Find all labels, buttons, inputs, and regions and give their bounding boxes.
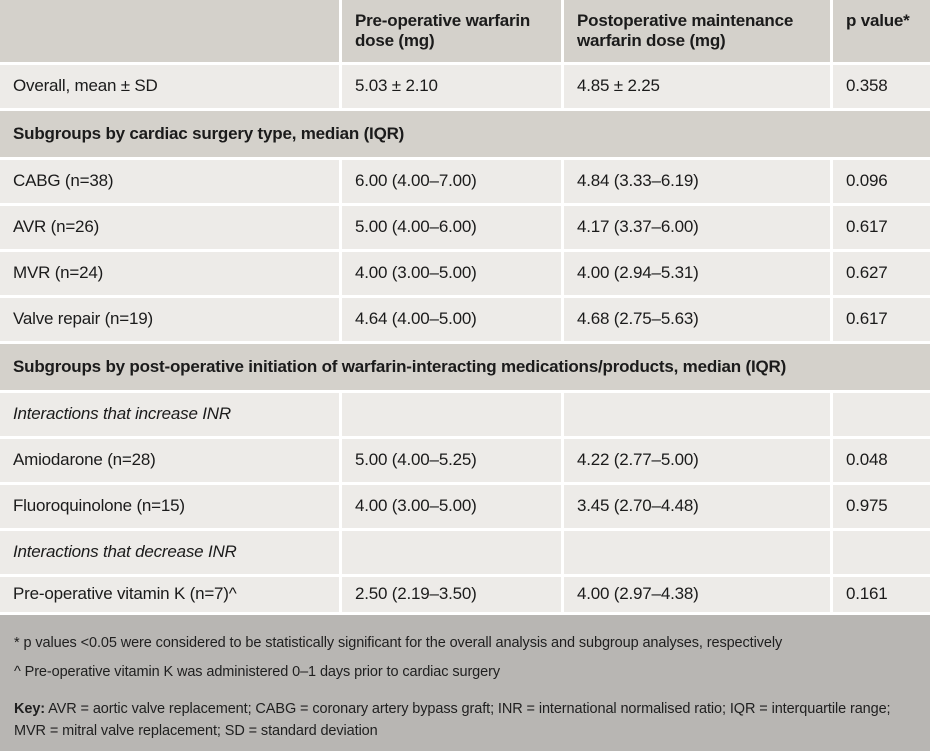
postop-dose-value bbox=[564, 531, 830, 574]
p-value: 0.358 bbox=[833, 65, 930, 108]
section-header-row: Subgroups by post-operative initiation o… bbox=[0, 344, 930, 390]
column-header-preop-dose: Pre-operative warfarin dose (mg) bbox=[342, 0, 561, 62]
p-value: 0.627 bbox=[833, 252, 930, 295]
table-row: CABG (n=38) 6.00 (4.00–7.00) 4.84 (3.33–6.… bbox=[0, 160, 930, 203]
section-header-row: Subgroups by cardiac surgery type, media… bbox=[0, 111, 930, 157]
preop-dose-value: 6.00 (4.00–7.00) bbox=[342, 160, 561, 203]
postop-dose-value: 4.85 ± 2.25 bbox=[564, 65, 830, 108]
table-row: Overall, mean ± SD 5.03 ± 2.10 4.85 ± 2.25… bbox=[0, 65, 930, 108]
p-value: 0.048 bbox=[833, 439, 930, 482]
preop-dose-value: 4.00 (3.00–5.00) bbox=[342, 485, 561, 528]
preop-dose-value bbox=[342, 393, 561, 436]
table-row: Fluoroquinolone (n=15) 4.00 (3.00–5.00) 3.… bbox=[0, 485, 930, 528]
p-value: 0.975 bbox=[833, 485, 930, 528]
preop-dose-value: 5.03 ± 2.10 bbox=[342, 65, 561, 108]
row-label: Amiodarone (n=28) bbox=[0, 439, 339, 482]
row-label: Fluoroquinolone (n=15) bbox=[0, 485, 339, 528]
footnote-vitamin-k: ^ Pre-operative vitamin K was administer… bbox=[14, 663, 500, 680]
p-value: 0.617 bbox=[833, 206, 930, 249]
postop-dose-value: 4.84 (3.33–6.19) bbox=[564, 160, 830, 203]
footnotes: * p values <0.05 were considered to be s… bbox=[0, 615, 930, 751]
row-label: AVR (n=26) bbox=[0, 206, 339, 249]
postop-dose-value: 3.45 (2.70–4.48) bbox=[564, 485, 830, 528]
column-header-p-value: p value* bbox=[833, 0, 930, 62]
table-row: Pre-operative vitamin K (n=7)^ 2.50 (2.19… bbox=[0, 577, 930, 612]
p-value: 0.617 bbox=[833, 298, 930, 341]
row-label: MVR (n=24) bbox=[0, 252, 339, 295]
row-label: Interactions that decrease INR bbox=[0, 531, 339, 574]
postop-dose-value: 4.00 (2.94–5.31) bbox=[564, 252, 830, 295]
row-label: Interactions that increase INR bbox=[0, 393, 339, 436]
preop-dose-value bbox=[342, 531, 561, 574]
p-value bbox=[833, 531, 930, 574]
table-row: Valve repair (n=19) 4.64 (4.00–5.00) 4.68 … bbox=[0, 298, 930, 341]
postop-dose-value: 4.22 (2.77–5.00) bbox=[564, 439, 830, 482]
postop-dose-value: 4.00 (2.97–4.38) bbox=[564, 577, 830, 612]
subheading-row: Interactions that decrease INR bbox=[0, 531, 930, 574]
footnote-key-label: Key: bbox=[14, 701, 46, 718]
preop-dose-value: 5.00 (4.00–6.00) bbox=[342, 206, 561, 249]
postop-dose-value: 4.17 (3.37–6.00) bbox=[564, 206, 830, 249]
footnote-p-value: * p values <0.05 were considered to be s… bbox=[14, 635, 783, 651]
preop-dose-value: 5.00 (4.00–5.25) bbox=[342, 439, 561, 482]
table-row: AVR (n=26) 5.00 (4.00–6.00) 4.17 (3.37–6.0… bbox=[0, 206, 930, 249]
table-row: MVR (n=24) 4.00 (3.00–5.00) 4.00 (2.94–5.3… bbox=[0, 252, 930, 295]
table-body: Overall, mean ± SD 5.03 ± 2.10 4.85 ± 2.25… bbox=[0, 65, 930, 612]
preop-dose-value: 4.00 (3.00–5.00) bbox=[342, 252, 561, 295]
subheading-row: Interactions that increase INR bbox=[0, 393, 930, 436]
table-header-row: Pre-operative warfarin dose (mg) Postope… bbox=[0, 0, 930, 62]
p-value: 0.096 bbox=[833, 160, 930, 203]
footnote-key: Key: AVR = aortic valve replacement; CAB… bbox=[14, 699, 914, 743]
p-value bbox=[833, 393, 930, 436]
column-header-empty bbox=[0, 0, 339, 62]
row-label: Valve repair (n=19) bbox=[0, 298, 339, 341]
postop-dose-value: 4.68 (2.75–5.63) bbox=[564, 298, 830, 341]
preop-dose-value: 2.50 (2.19–3.50) bbox=[342, 577, 561, 612]
table-row: Amiodarone (n=28) 5.00 (4.00–5.25) 4.22 (2… bbox=[0, 439, 930, 482]
row-label: CABG (n=38) bbox=[0, 160, 339, 203]
warfarin-dose-table: Pre-operative warfarin dose (mg) Postope… bbox=[0, 0, 930, 612]
footnote-key-text: AVR = aortic valve replacement; CABG = c… bbox=[14, 701, 891, 739]
column-header-postop-dose: Postoperative maintenance warfarin dose … bbox=[564, 0, 830, 62]
row-label: Pre-operative vitamin K (n=7)^ bbox=[0, 577, 339, 612]
p-value: 0.161 bbox=[833, 577, 930, 612]
row-label: Overall, mean ± SD bbox=[0, 65, 339, 108]
preop-dose-value: 4.64 (4.00–5.00) bbox=[342, 298, 561, 341]
postop-dose-value bbox=[564, 393, 830, 436]
